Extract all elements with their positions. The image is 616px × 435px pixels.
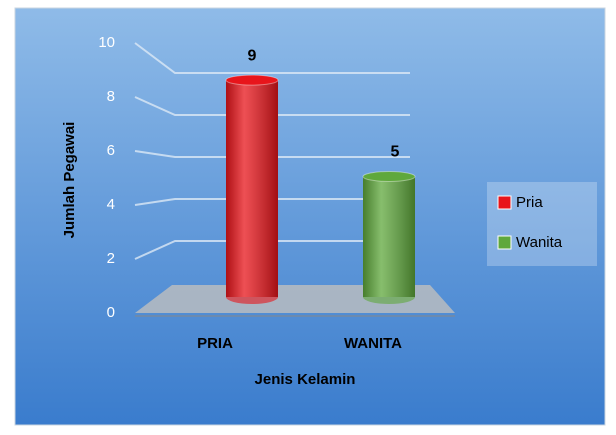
grid-line (134, 240, 410, 260)
bar-top (362, 171, 416, 182)
y-axis-label: Jumlah Pegawai (61, 122, 78, 239)
x-tick-label: WANITA (344, 335, 402, 352)
y-tick-label: 4 (107, 196, 115, 213)
legend-label: Pria (516, 194, 543, 211)
x-axis-label: Jenis Kelamin (255, 371, 356, 388)
data-label: 5 (391, 144, 400, 161)
data-label: 9 (248, 47, 257, 64)
legend-label: Wanita (516, 234, 563, 251)
y-tick-label: 0 (107, 304, 115, 321)
chart-area (14, 7, 606, 426)
legend-swatch (497, 235, 512, 250)
y-tick-label: 2 (107, 250, 115, 267)
grid-line (134, 150, 410, 158)
bar-top (225, 74, 279, 86)
y-tick-label: 10 (98, 34, 115, 51)
grid-line (134, 42, 410, 74)
grid-line (134, 198, 410, 206)
grid-line (134, 96, 410, 116)
x-tick-label: PRIA (197, 335, 233, 352)
y-tick-label: 8 (107, 88, 115, 105)
y-tick-label: 6 (107, 142, 115, 159)
bar-shade (363, 176, 415, 297)
bar-shade (226, 80, 278, 297)
legend-swatch (497, 195, 512, 210)
